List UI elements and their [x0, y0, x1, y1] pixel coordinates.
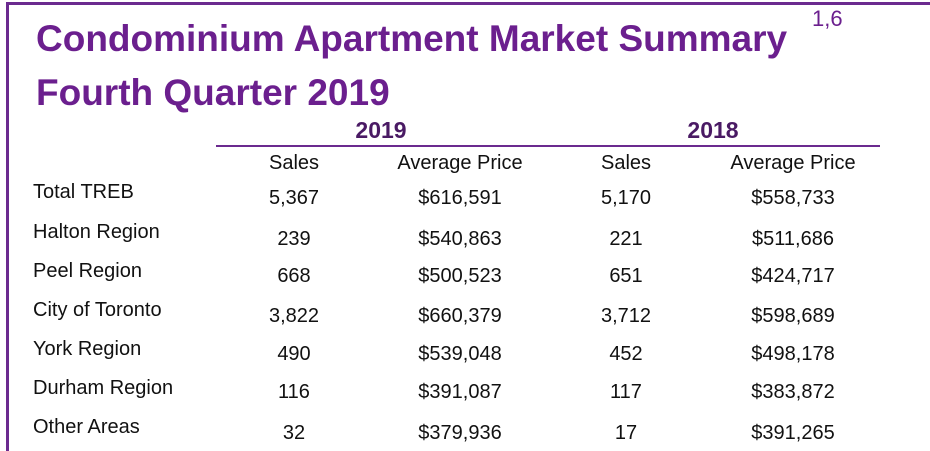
- table-cell: $391,265: [751, 422, 835, 444]
- table-cell: 116: [278, 381, 310, 403]
- table-cell: $424,717: [751, 265, 835, 287]
- col-header-sales-2019: Sales: [268, 152, 320, 174]
- year-header-2019: 2019: [355, 117, 407, 143]
- table-cell: $660,379: [418, 305, 502, 327]
- table-cell: $558,733: [751, 187, 835, 209]
- table-cell: $539,048: [418, 343, 502, 365]
- table-cell: $598,689: [751, 305, 835, 327]
- title-footnote-ref: 1,6: [812, 6, 843, 31]
- table-cell: $379,936: [418, 422, 502, 444]
- row-label: Other Areas: [33, 416, 140, 438]
- row-label: Durham Region: [33, 377, 174, 399]
- table-cell: 239: [277, 228, 311, 250]
- document-frame: [6, 2, 930, 451]
- table-cell: 5,170: [600, 187, 652, 209]
- row-label: York Region: [33, 338, 142, 360]
- table-cell: 651: [609, 265, 643, 287]
- row-label: Halton Region: [33, 221, 160, 243]
- table-cell: 490: [277, 343, 311, 365]
- table-cell: 117: [610, 381, 642, 403]
- table-cell: $616,591: [418, 187, 502, 209]
- col-header-avg-price-2018: Average Price: [730, 152, 856, 174]
- col-header-avg-price-2019: Average Price: [397, 152, 523, 174]
- table-cell: 668: [277, 265, 311, 287]
- header-divider: [216, 145, 880, 147]
- table-cell: $391,087: [418, 381, 502, 403]
- table-cell: 32: [282, 422, 306, 444]
- row-label: City of Toronto: [33, 299, 162, 321]
- document-subtitle: Fourth Quarter 2019: [36, 72, 390, 113]
- document-title: Condominium Apartment Market Summary: [36, 18, 788, 59]
- table-cell: $383,872: [751, 381, 835, 403]
- year-header-2018: 2018: [687, 117, 739, 143]
- table-cell: 3,822: [268, 305, 320, 327]
- col-header-sales-2018: Sales: [600, 152, 652, 174]
- table-cell: $511,686: [752, 228, 834, 250]
- row-label: Peel Region: [33, 260, 142, 282]
- table-cell: $498,178: [751, 343, 835, 365]
- table-cell: 3,712: [600, 305, 652, 327]
- table-cell: 17: [614, 422, 638, 444]
- table-cell: 221: [609, 228, 643, 250]
- table-cell: $500,523: [418, 265, 502, 287]
- table-cell: $540,863: [418, 228, 502, 250]
- row-label: Total TREB: [33, 181, 134, 203]
- table-cell: 5,367: [268, 187, 320, 209]
- table-cell: 452: [609, 343, 643, 365]
